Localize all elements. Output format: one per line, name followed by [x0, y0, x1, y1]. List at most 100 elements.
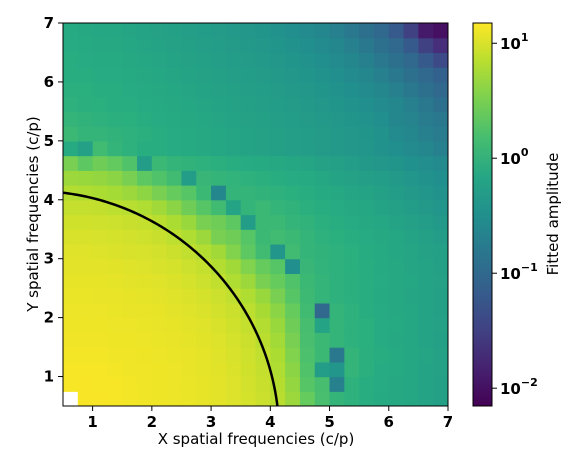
threshold-arc — [63, 191, 279, 406]
heatmap-cell — [196, 302, 212, 319]
heatmap-cell — [388, 170, 405, 186]
heatmap-cell — [63, 376, 79, 392]
heatmap-cell — [181, 185, 197, 201]
heatmap-cell — [433, 52, 448, 68]
heatmap-cell — [137, 302, 153, 319]
heatmap-cell — [225, 81, 242, 98]
heatmap-cell — [255, 361, 271, 378]
heatmap-cell — [211, 391, 227, 406]
heatmap-cell — [329, 52, 345, 68]
heatmap-cell — [240, 391, 257, 406]
heatmap-cell — [344, 391, 360, 406]
heatmap-cell — [137, 199, 153, 216]
heatmap-cell — [92, 361, 109, 378]
heatmap-cell — [107, 288, 123, 304]
heatmap-cell — [299, 347, 316, 363]
heatmap-cell — [151, 273, 168, 289]
heatmap-cell — [255, 273, 271, 289]
heatmap-cell — [329, 126, 345, 142]
heatmap-cell — [107, 185, 123, 201]
heatmap-cell — [433, 67, 448, 83]
heatmap-cell — [166, 243, 183, 260]
heatmap-cell — [403, 302, 419, 319]
heatmap-cell — [329, 302, 345, 319]
heatmap-cell — [359, 391, 375, 406]
heatmap-cell — [270, 170, 286, 186]
heatmap-cell — [181, 347, 197, 363]
heatmap-cell — [166, 140, 183, 157]
heatmap-cell — [388, 288, 405, 304]
heatmap-cell — [166, 361, 183, 378]
heatmap-cell — [418, 96, 434, 112]
heatmap-cell — [418, 185, 434, 201]
heatmap-cell — [137, 81, 153, 98]
heatmap-cell — [122, 332, 138, 348]
heatmap-cell — [107, 52, 123, 68]
heatmap-cell — [181, 376, 197, 392]
heatmap-cell — [299, 23, 316, 39]
heatmap-cell — [359, 361, 375, 378]
heatmap-cell — [359, 317, 375, 333]
heatmap-cell — [255, 229, 271, 245]
heatmap-cell — [225, 140, 242, 157]
heatmap-cell — [211, 273, 227, 289]
heatmap-cell — [151, 52, 168, 68]
heatmap-cell — [211, 96, 227, 112]
heatmap-cell — [359, 258, 375, 275]
heatmap-cell — [181, 332, 197, 348]
heatmap-cell — [418, 214, 434, 230]
heatmap-cell — [166, 391, 183, 406]
heatmap-cell — [107, 317, 123, 333]
heatmap-cell — [433, 185, 448, 201]
heatmap-cell — [373, 376, 390, 392]
heatmap-cell — [137, 288, 153, 304]
heatmap-cell — [240, 361, 257, 378]
heatmap-cell — [63, 140, 79, 157]
heatmap-cell — [196, 199, 212, 216]
heatmap-cell — [433, 332, 448, 348]
heatmap-cell — [77, 199, 94, 216]
heatmap-cell — [63, 126, 79, 142]
heatmap-cell — [418, 302, 434, 319]
heatmap-cell — [63, 243, 79, 260]
heatmap-cell — [255, 376, 271, 392]
heatmap-cell — [388, 185, 405, 201]
heatmap-cell — [240, 170, 257, 186]
heatmap-cell — [285, 185, 301, 201]
heatmap-cell — [211, 332, 227, 348]
x-tick-label: 2 — [147, 413, 157, 431]
heatmap-cell — [225, 126, 242, 142]
heatmap-cell — [403, 376, 419, 392]
heatmap-cell — [344, 288, 360, 304]
heatmap-cell — [181, 126, 197, 142]
heatmap-cell — [107, 81, 123, 98]
heatmap-cell — [63, 347, 79, 363]
heatmap-cell — [329, 391, 345, 406]
heatmap-cell — [403, 81, 419, 98]
heatmap-cell — [77, 96, 94, 112]
heatmap-cell — [122, 391, 138, 406]
heatmap-cell — [240, 288, 257, 304]
heatmap-cell — [373, 361, 390, 378]
heatmap-cell — [211, 258, 227, 275]
heatmap-cell — [344, 67, 360, 83]
heatmap-cell — [285, 23, 301, 39]
heatmap-cell — [225, 317, 242, 333]
heatmap-cell — [181, 361, 197, 378]
heatmap-cell — [344, 140, 360, 157]
heatmap-cell — [418, 67, 434, 83]
heatmap-cell — [359, 155, 375, 171]
heatmap-cell — [344, 243, 360, 260]
heatmap-cell — [151, 23, 168, 39]
heatmap-cell — [314, 317, 331, 333]
heatmap-cell — [211, 229, 227, 245]
heatmap-cell — [373, 229, 390, 245]
heatmap-cell — [344, 361, 360, 378]
heatmap-cell — [255, 288, 271, 304]
heatmap-cell — [63, 229, 79, 245]
y-tick-label: 4 — [44, 191, 54, 209]
heatmap-cell — [270, 52, 286, 68]
heatmap-cell — [344, 347, 360, 363]
heatmap-cell — [240, 52, 257, 68]
heatmap-cell — [359, 67, 375, 83]
